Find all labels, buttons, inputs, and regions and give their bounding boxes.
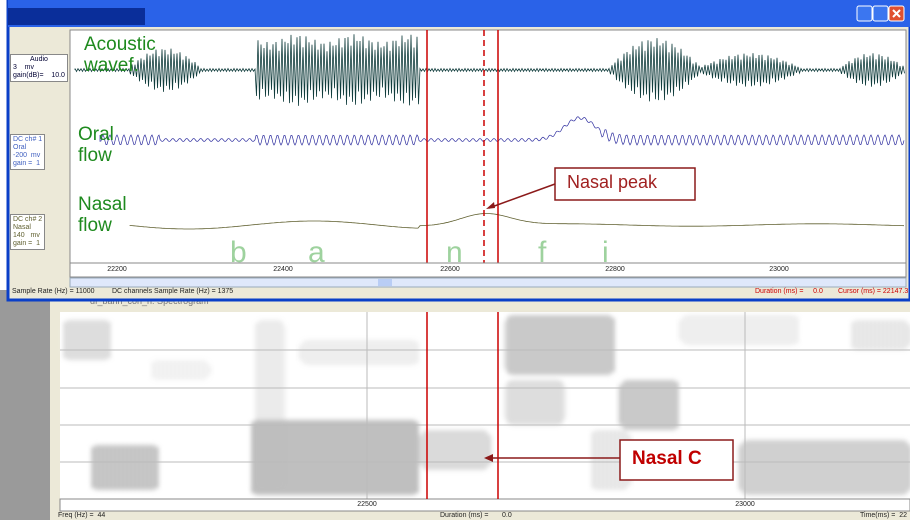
title-highlight [8, 8, 145, 25]
tick-label: 22400 [273, 266, 292, 273]
callout-text: Nasal C [632, 448, 702, 470]
callout-text: Nasal peak [567, 172, 657, 193]
spectrogram-blob [62, 320, 112, 360]
tick-label: 22800 [605, 266, 624, 273]
status-text: Cursor (ms) = 22147.3 [838, 288, 908, 295]
spectrogram-blob [255, 320, 285, 490]
tick-label: 22600 [440, 266, 459, 273]
tick-label: 22200 [107, 266, 126, 273]
label: Nasal [78, 194, 127, 215]
status-text: DC channels Sample Rate (Hz) = 1375 [112, 288, 233, 295]
tick-label: 22500 [357, 501, 376, 508]
spectrogram-blob [90, 445, 160, 490]
label: wavef. [84, 55, 156, 76]
status-text: Freq (Hz) = 44 [58, 512, 105, 519]
label: gain = 1 [13, 240, 42, 248]
label: Audio [13, 56, 65, 64]
scroll-thumb[interactable] [378, 279, 392, 286]
label: Nasal [13, 224, 42, 232]
phone-label: a [308, 236, 325, 270]
label: DC ch# 1 [13, 136, 42, 144]
label: gain(dB)= 10.0 [13, 72, 65, 80]
status-text: Duration (ms) = 0.0 [440, 512, 512, 519]
status-text: Time(ms) = 22 [860, 512, 907, 519]
status-text: Duration (ms) = 0.0 [755, 288, 823, 295]
label: 140 mv [13, 232, 42, 240]
label: Oral [13, 144, 42, 152]
tick-label: 23000 [769, 266, 788, 273]
phone-label: n [446, 236, 463, 270]
spectrogram-blob [505, 315, 615, 375]
phone-label: b [230, 236, 247, 270]
label: DC ch# 2 [13, 216, 42, 224]
label: -200 mv [13, 152, 42, 160]
label: flow [78, 145, 114, 166]
time-axis [60, 499, 910, 511]
label: flow [78, 215, 127, 236]
tick-label: 23000 [735, 501, 754, 508]
label: gain = 1 [13, 160, 42, 168]
spectrogram-blob [300, 340, 420, 365]
spectrogram-blob [740, 440, 910, 495]
phone-label: f [538, 236, 546, 270]
spectrogram-blob [850, 320, 910, 350]
window-buttons[interactable] [857, 6, 904, 21]
label: Acoustic [84, 34, 156, 55]
spectrogram-blob [420, 430, 490, 470]
label: Oral [78, 124, 114, 145]
spectrogram-blob [505, 380, 565, 425]
status-text: Sample Rate (Hz) = 11000 [12, 288, 95, 295]
phone-label: i [602, 236, 609, 270]
screen: df_bahn_con_n: Spectrogram Audio3 mvgain… [0, 0, 910, 520]
spectrogram-blob [150, 360, 210, 380]
spectrogram-blob [680, 315, 800, 345]
scrollbar[interactable] [70, 278, 906, 287]
label: 3 mv [13, 64, 65, 72]
